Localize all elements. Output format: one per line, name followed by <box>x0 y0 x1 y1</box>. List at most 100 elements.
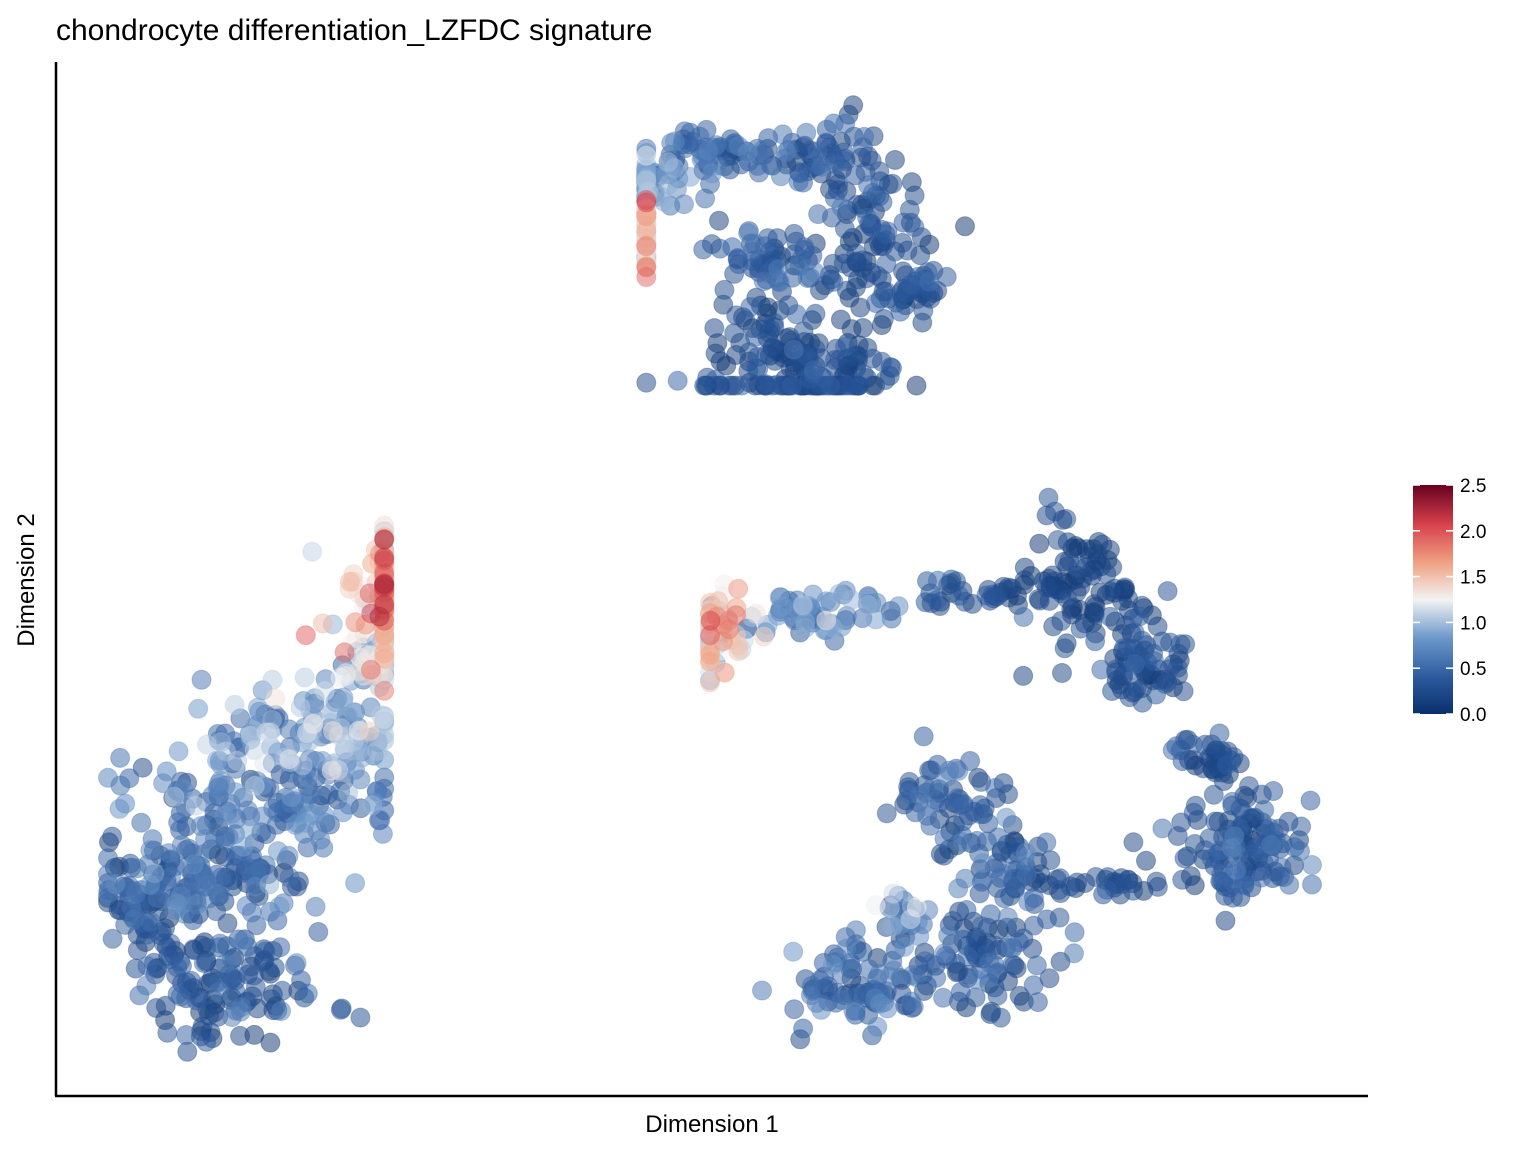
cell-point <box>140 912 161 932</box>
cell-point <box>1263 781 1284 801</box>
cell-point <box>876 803 897 824</box>
cell-point <box>917 796 938 817</box>
cell-point <box>846 243 867 264</box>
cell-point <box>240 820 260 840</box>
cell-point <box>740 297 761 317</box>
cell-point <box>1000 936 1021 957</box>
cell-point <box>680 166 701 187</box>
cell-point <box>933 845 954 866</box>
cell-point <box>728 578 749 599</box>
cell-point <box>875 224 896 245</box>
cell-point <box>374 643 395 664</box>
cell-point <box>218 826 239 847</box>
cell-point <box>897 240 918 261</box>
cell-point <box>168 741 189 762</box>
cell-point <box>853 318 874 338</box>
cell-point <box>938 925 959 946</box>
cell-point <box>906 375 927 396</box>
cell-point <box>132 757 153 778</box>
cell-point <box>1070 618 1091 639</box>
cell-point <box>196 734 217 755</box>
cell-point <box>303 713 324 734</box>
cell-point <box>738 223 759 244</box>
cell-point <box>233 836 254 857</box>
cell-point <box>196 1031 217 1052</box>
cell-point <box>1048 880 1069 900</box>
cell-point <box>209 885 230 906</box>
scatter-points <box>98 95 1322 1062</box>
cell-point <box>1085 631 1106 652</box>
cell-point <box>948 961 969 982</box>
cell-point <box>1036 577 1057 598</box>
cell-point <box>1157 581 1178 602</box>
cell-point <box>1203 784 1224 805</box>
cell-point <box>172 955 192 976</box>
cell-point <box>279 749 300 770</box>
cell-point <box>102 928 123 949</box>
cell-point <box>272 980 293 1001</box>
cell-point <box>281 787 302 807</box>
cell-point <box>1144 651 1165 671</box>
cell-point <box>937 766 957 787</box>
cell-point <box>770 166 791 187</box>
cell-point <box>934 943 955 964</box>
cell-point <box>286 953 307 974</box>
colorbar-tick-label: 1.0 <box>1460 613 1486 634</box>
cell-point <box>176 1025 197 1045</box>
cell-point <box>1172 869 1193 890</box>
cell-point <box>1085 867 1106 887</box>
cell-point <box>252 806 273 827</box>
cell-point <box>1052 663 1072 683</box>
cell-point <box>374 680 395 701</box>
cell-point <box>1013 607 1034 627</box>
cell-point <box>1147 876 1168 897</box>
cell-point <box>1092 534 1113 555</box>
cell-point <box>359 721 380 742</box>
cell-point <box>1302 874 1322 895</box>
cell-point <box>782 375 803 396</box>
cell-point <box>339 571 360 592</box>
cell-point <box>737 142 758 163</box>
cell-point <box>1226 859 1247 880</box>
cell-point <box>933 987 954 1008</box>
cell-point <box>1015 842 1036 863</box>
cell-point <box>835 336 855 357</box>
cell-point <box>224 694 245 715</box>
cell-point <box>247 697 268 718</box>
cell-point <box>1259 818 1280 839</box>
cell-point <box>330 667 351 688</box>
cell-point <box>1291 816 1312 837</box>
cell-point <box>1124 681 1145 702</box>
cell-point <box>1040 850 1061 871</box>
cell-point <box>1217 755 1237 776</box>
cell-point <box>784 999 805 1020</box>
cell-point <box>1254 800 1275 820</box>
cell-point <box>1036 832 1057 853</box>
cell-point <box>890 301 911 322</box>
cell-point <box>105 873 126 894</box>
cell-point <box>927 570 948 591</box>
cell-point <box>1002 954 1023 975</box>
cell-point <box>867 1016 888 1037</box>
cell-point <box>1102 681 1122 701</box>
cell-point <box>714 279 735 300</box>
cell-point <box>260 722 281 743</box>
cell-point <box>137 956 158 976</box>
cell-point <box>792 595 813 616</box>
cell-point <box>909 926 930 947</box>
cell-point <box>269 896 290 917</box>
cell-point <box>913 300 934 321</box>
cell-point <box>705 343 726 364</box>
cell-point <box>936 266 957 287</box>
cell-point <box>783 941 804 962</box>
cell-point <box>1123 832 1144 853</box>
cell-point <box>880 966 900 987</box>
cell-point <box>902 965 923 985</box>
cell-point <box>831 197 852 218</box>
cell-point <box>166 893 187 914</box>
cell-point <box>934 828 955 849</box>
cell-point <box>1129 606 1150 627</box>
cell-point <box>866 293 886 314</box>
cell-point <box>957 946 978 967</box>
